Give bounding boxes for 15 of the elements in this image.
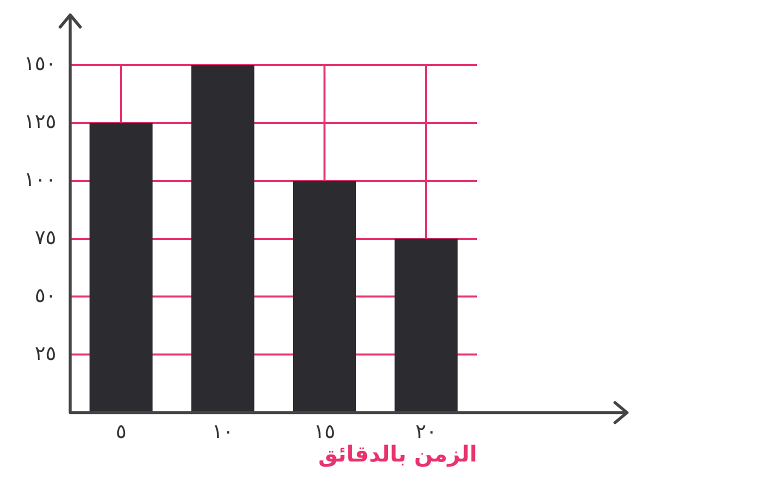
y-tick-label: ١٢٥ bbox=[24, 109, 56, 134]
bar bbox=[292, 180, 356, 412]
y-tick-label: ١٥٠ bbox=[24, 51, 56, 76]
y-tick-label: ٢٥ bbox=[34, 340, 56, 365]
y-tick-label: ١٠٠ bbox=[24, 167, 56, 192]
y-tick-label: ٧٥ bbox=[34, 225, 56, 250]
x-tick-label: ٥ bbox=[116, 418, 126, 443]
y-tick-label: ٥٠ bbox=[34, 282, 56, 307]
x-tick-label: ١٥ bbox=[314, 418, 336, 443]
x-axis-title: الزمن بالدقائق bbox=[318, 442, 477, 468]
bar bbox=[394, 238, 458, 412]
x-tick-label: ١٠ bbox=[212, 418, 234, 443]
x-tick-label: ٢٠ bbox=[415, 418, 437, 443]
bar bbox=[90, 122, 153, 412]
bar bbox=[191, 65, 254, 412]
